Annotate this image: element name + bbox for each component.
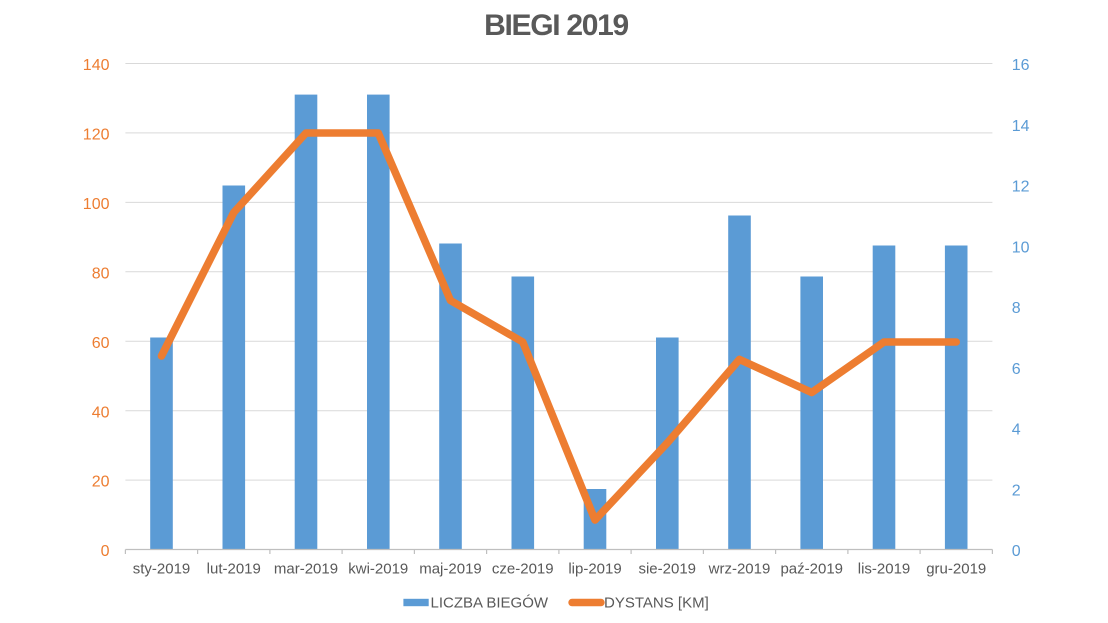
svg-text:60: 60 [92,335,110,352]
svg-text:4: 4 [1012,422,1021,439]
svg-text:14: 14 [1012,118,1030,135]
svg-text:20: 20 [92,474,110,491]
svg-text:gru-2019: gru-2019 [926,561,986,578]
svg-text:16: 16 [1012,57,1030,74]
svg-text:0: 0 [101,543,110,560]
svg-text:sie-2019: sie-2019 [638,561,696,578]
svg-text:paź-2019: paź-2019 [780,561,843,578]
svg-text:BIEGI 2019: BIEGI 2019 [484,9,628,42]
svg-text:cze-2019: cze-2019 [492,561,554,578]
svg-text:10: 10 [1012,239,1030,256]
svg-text:wrz-2019: wrz-2019 [708,561,771,578]
svg-text:LICZBA BIEGÓW: LICZBA BIEGÓW [431,595,549,612]
svg-text:2: 2 [1012,482,1021,499]
svg-text:120: 120 [83,127,110,144]
svg-text:lut-2019: lut-2019 [207,561,261,578]
svg-text:maj-2019: maj-2019 [419,561,482,578]
svg-text:sty-2019: sty-2019 [133,561,191,578]
svg-text:mar-2019: mar-2019 [274,561,338,578]
svg-text:140: 140 [83,57,110,74]
svg-text:6: 6 [1012,361,1021,378]
svg-text:12: 12 [1012,179,1030,196]
svg-text:100: 100 [83,196,110,213]
svg-text:40: 40 [92,404,110,421]
svg-text:8: 8 [1012,300,1021,317]
svg-text:lis-2019: lis-2019 [858,561,911,578]
svg-text:80: 80 [92,265,110,282]
svg-text:kwi-2019: kwi-2019 [348,561,408,578]
svg-text:lip-2019: lip-2019 [568,561,621,578]
svg-text:0: 0 [1012,543,1021,560]
svg-text:DYSTANS [KM]: DYSTANS [KM] [604,595,709,612]
